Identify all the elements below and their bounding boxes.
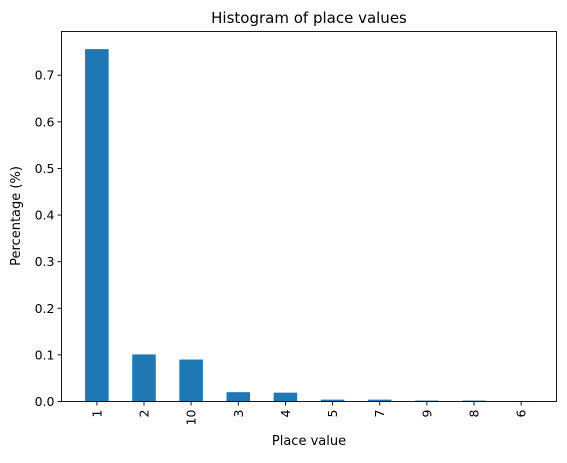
y-axis-ticks: 0.0 0.1 0.2 0.3 0.4 0.5 0.6 0.7 — [35, 68, 62, 409]
y-tick-label: 0.5 — [35, 161, 55, 176]
x-tick-label: 10 — [184, 409, 199, 425]
y-tick-label: 0.7 — [35, 68, 55, 83]
y-tick-label: 0.2 — [35, 301, 55, 316]
bar-4 — [274, 393, 298, 402]
x-tick-label: 8 — [467, 409, 482, 417]
x-tick-label: 3 — [231, 410, 246, 418]
x-tick-label: 4 — [278, 409, 293, 417]
x-tick-label: 1 — [89, 410, 104, 418]
chart-title: Histogram of place values — [211, 9, 407, 27]
y-tick-label: 0.6 — [35, 114, 55, 129]
x-tick-label: 9 — [419, 409, 434, 417]
bar-3 — [227, 392, 251, 401]
x-axis-ticks: 1 2 10 3 4 5 7 9 8 6 — [89, 402, 528, 426]
bar-10 — [179, 360, 203, 402]
x-axis-label: Place value — [272, 434, 346, 449]
y-axis-label: Percentage (%) — [9, 166, 24, 266]
y-tick-label: 0.4 — [35, 208, 55, 223]
y-tick-label: 0.3 — [35, 254, 55, 269]
x-tick-label: 6 — [514, 409, 529, 417]
bars-group — [85, 49, 533, 401]
y-tick-label: 0.0 — [35, 394, 55, 409]
y-tick-label: 0.1 — [35, 347, 55, 362]
x-tick-label: 5 — [325, 410, 340, 418]
plot-frame — [62, 32, 557, 402]
bar-2 — [132, 354, 156, 401]
x-tick-label: 2 — [137, 410, 152, 418]
bar-1 — [85, 49, 109, 401]
x-tick-label: 7 — [372, 410, 387, 418]
